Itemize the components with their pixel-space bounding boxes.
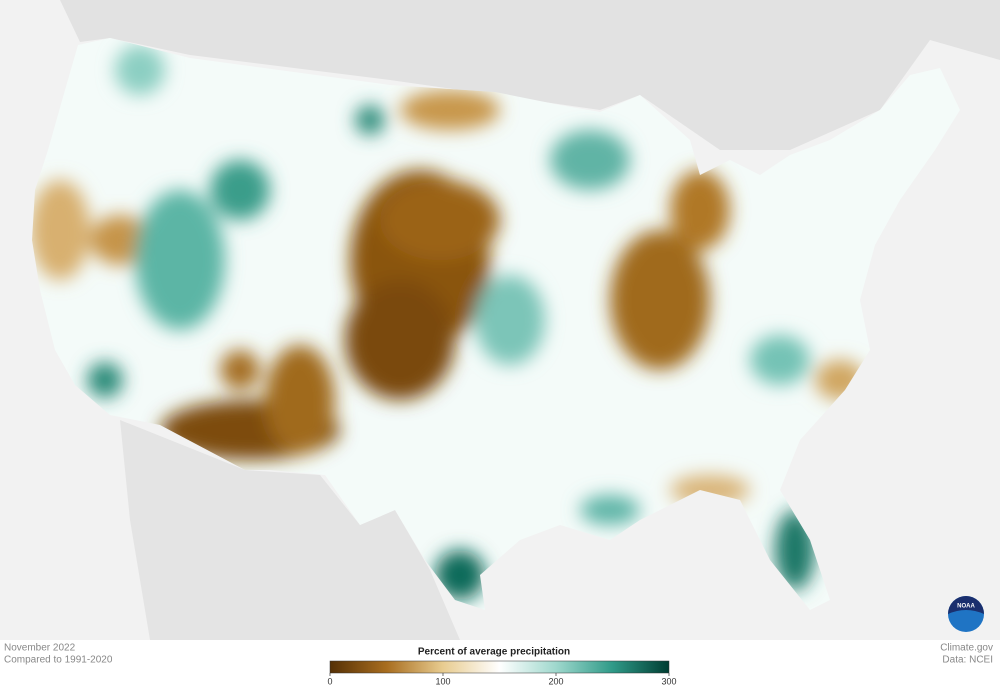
legend-tick-label: 200 [548, 676, 563, 686]
baseline-label: Compared to 1991-2020 [4, 655, 113, 666]
data-credit: Data: NCEI [942, 655, 993, 666]
site-credit: Climate.gov [940, 643, 993, 654]
legend-colorbar [329, 660, 670, 674]
legend-tick-label: 0 [327, 676, 332, 686]
legend-tick-label: 300 [661, 676, 676, 686]
canada [60, 0, 1000, 150]
mexico [120, 420, 460, 640]
legend-tick-label: 100 [435, 676, 450, 686]
noaa-logo-text: NOAA [957, 604, 975, 610]
date-label: November 2022 [4, 643, 76, 654]
noaa-logo-top [948, 596, 984, 614]
legend-title: Percent of average precipitation [418, 647, 570, 658]
